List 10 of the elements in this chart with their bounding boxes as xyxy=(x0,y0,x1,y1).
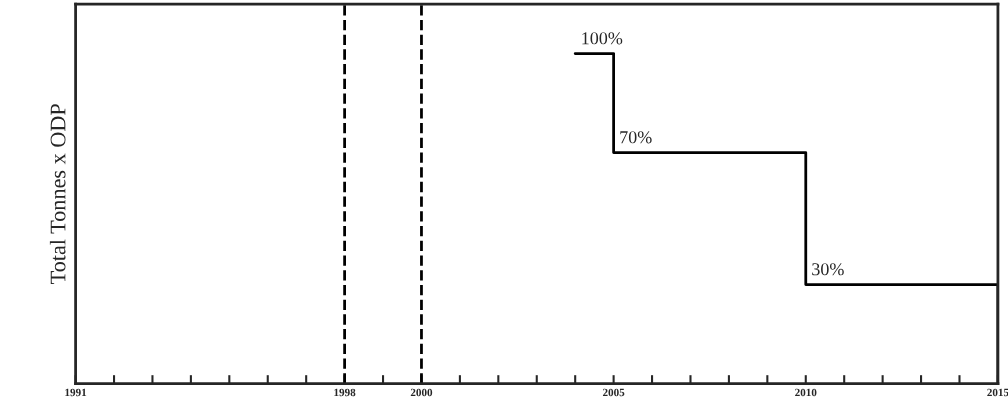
x-tick-label: 1998 xyxy=(334,388,356,397)
data-label: 30% xyxy=(812,263,844,276)
data-label: 100% xyxy=(582,32,623,45)
x-tick-label: 2000 xyxy=(410,388,433,397)
x-tick-label: 2005 xyxy=(602,388,625,397)
y-axis-title: Total Tonnes x ODP xyxy=(49,104,66,284)
x-tick-label: 1991 xyxy=(65,388,87,397)
x-tick-label: 2015 xyxy=(987,388,1008,397)
x-tick-label: 2010 xyxy=(795,388,817,397)
data-label: 70% xyxy=(620,131,652,144)
